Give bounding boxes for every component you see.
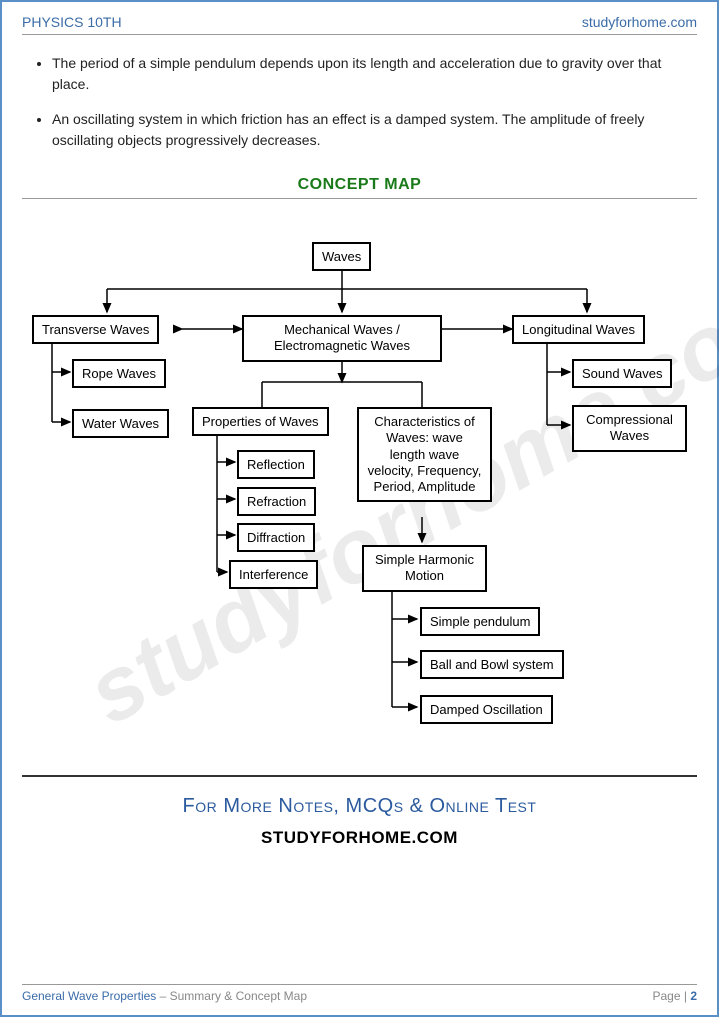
node-compressional: Compressional Waves [572, 405, 687, 452]
node-simple-pendulum: Simple pendulum [420, 607, 540, 636]
page-number: 2 [690, 989, 697, 1003]
node-waves: Waves [312, 242, 371, 271]
header-left: PHYSICS 10TH [22, 14, 122, 30]
footer-sub: – Summary & Concept Map [156, 989, 307, 1003]
footer-page: Page | 2 [653, 989, 698, 1003]
page-header: PHYSICS 10TH studyforhome.com [22, 14, 697, 35]
node-rope: Rope Waves [72, 359, 166, 388]
node-mechanical: Mechanical Waves / Electromagnetic Waves [242, 315, 442, 362]
node-water: Water Waves [72, 409, 169, 438]
page-footer: General Wave Properties – Summary & Conc… [22, 984, 697, 1003]
section-title: CONCEPT MAP [22, 176, 697, 199]
node-reflection: Reflection [237, 450, 315, 479]
node-characteristics: Characteristics of Waves: wave length wa… [357, 407, 492, 502]
concept-map: studyforhome.com [22, 207, 697, 777]
header-right: studyforhome.com [582, 14, 697, 30]
page-label: Page | [653, 989, 691, 1003]
node-diffraction: Diffraction [237, 523, 315, 552]
node-sound: Sound Waves [572, 359, 672, 388]
promo-line1: For More Notes, MCQs & Online Test [22, 795, 697, 818]
bullet-item: An oscillating system in which friction … [52, 109, 697, 151]
promo-block: For More Notes, MCQs & Online Test STUDY… [22, 795, 697, 848]
bullet-list: The period of a simple pendulum depends … [52, 53, 697, 151]
node-transverse: Transverse Waves [32, 315, 159, 344]
node-longitudinal: Longitudinal Waves [512, 315, 645, 344]
bullet-item: The period of a simple pendulum depends … [52, 53, 697, 95]
footer-left: General Wave Properties – Summary & Conc… [22, 989, 307, 1003]
node-shm: Simple Harmonic Motion [362, 545, 487, 592]
node-damped: Damped Oscillation [420, 695, 553, 724]
node-properties: Properties of Waves [192, 407, 329, 436]
node-ball-bowl: Ball and Bowl system [420, 650, 564, 679]
footer-title: General Wave Properties [22, 989, 156, 1003]
node-refraction: Refraction [237, 487, 316, 516]
node-interference: Interference [229, 560, 318, 589]
promo-line2: STUDYFORHOME.COM [22, 828, 697, 848]
